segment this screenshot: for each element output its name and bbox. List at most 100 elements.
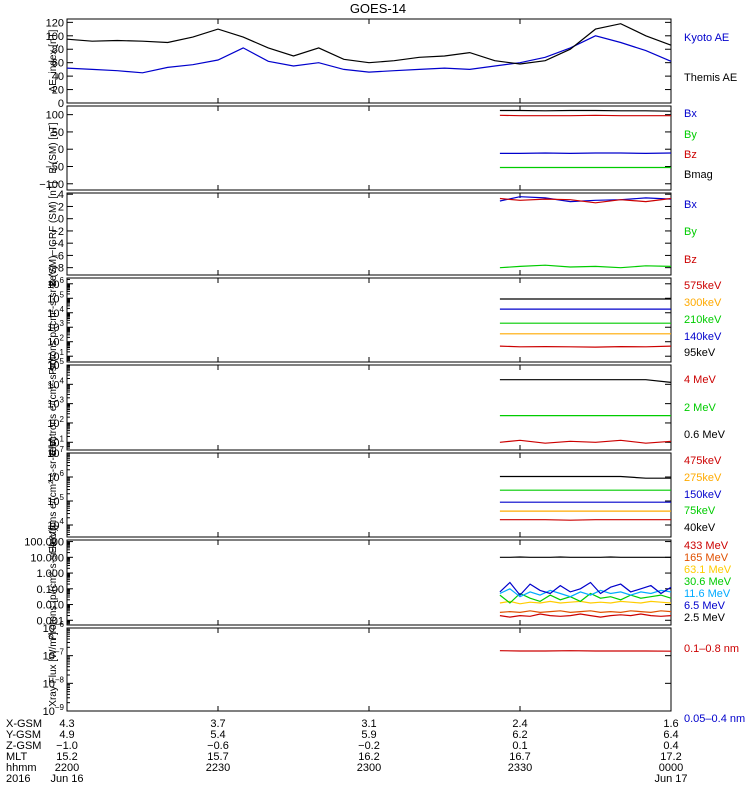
- footer-value: 4.3: [59, 718, 74, 730]
- footer-value: Jun 17: [654, 773, 687, 785]
- legend-entry: Bmag: [684, 169, 713, 181]
- footer-value: 4.9: [59, 729, 74, 741]
- legend-entry: 4 MeV: [684, 374, 716, 386]
- panel-frame: [66, 105, 672, 191]
- series-line: [499, 610, 672, 614]
- y-tick-label: 2: [58, 201, 64, 213]
- y-axis-label: Protons [p/(cm²-s-sr-keV)]: [48, 525, 59, 640]
- footer-value: Jun 16: [50, 773, 83, 785]
- legend-entry: By: [684, 129, 697, 141]
- series-line: [499, 588, 672, 598]
- series-line: [499, 439, 672, 444]
- legend-entry: 165 MeV: [684, 552, 729, 564]
- y-axis-label: Xray Flux [W/m²]: [48, 632, 59, 707]
- legend-entry: 210keV: [684, 314, 722, 326]
- series-line: [499, 109, 672, 112]
- panel-frame: [66, 364, 672, 451]
- y-tick-label: −8: [51, 263, 64, 275]
- series-line: [499, 345, 672, 348]
- series-line: [499, 592, 672, 604]
- panel-frame: [66, 277, 672, 363]
- footer-value: 5.4: [210, 729, 225, 741]
- legend-entry: 0.05–0.4 nm: [684, 713, 745, 725]
- legend-entry: Bz: [684, 254, 697, 266]
- footer-value: 2330: [508, 762, 532, 774]
- y-tick-label: 100: [46, 110, 64, 122]
- footer-value: 2200: [55, 762, 79, 774]
- legend-entry: 2.5 MeV: [684, 612, 726, 624]
- legend-entry: 475keV: [684, 455, 722, 467]
- footer-value: 6.4: [663, 729, 678, 741]
- legend-entry: Bx: [684, 199, 697, 211]
- y-tick-label: 40: [52, 71, 64, 83]
- footer-row-label: 2016: [6, 773, 30, 785]
- panel-frame: [66, 452, 672, 538]
- y-tick-label: −4: [51, 238, 64, 250]
- y-axis-label: Electrons e/(cm²-s-sr): [48, 359, 59, 455]
- y-tick-label: 20: [52, 85, 64, 97]
- y-tick-label: −6: [51, 250, 64, 262]
- series-line: [499, 581, 672, 597]
- panel-frame: [66, 539, 672, 626]
- panel-frame: [66, 18, 672, 104]
- y-tick-label: 50: [52, 127, 64, 139]
- footer-value: 6.2: [512, 729, 527, 741]
- legend-entry: Kyoto AE: [684, 32, 729, 44]
- footer-value: 3.1: [361, 718, 376, 730]
- legend-entry: 2 MeV: [684, 402, 716, 414]
- legend-entry: 40keV: [684, 522, 716, 534]
- legend-entry: 0.1–0.8 nm: [684, 643, 739, 655]
- y-tick-label: 100: [46, 31, 64, 43]
- footer-value: 1.6: [663, 718, 678, 730]
- legend-entry: Bz: [684, 149, 697, 161]
- y-tick-label: 0.001: [36, 615, 64, 627]
- y-axis-label: B (SM) [nT]: [48, 122, 59, 173]
- y-tick-label: −100: [39, 179, 64, 191]
- footer-value: 17.2: [660, 751, 681, 763]
- y-axis-label: B (SM)−IGRF (SM) [nT]: [48, 181, 59, 287]
- legend-entry: 11.6 MeV: [684, 588, 731, 600]
- y-tick-label: 4: [58, 189, 64, 201]
- panel-frame: [66, 627, 672, 712]
- series-line: [499, 379, 672, 383]
- legend-entry: Themis AE: [684, 72, 737, 84]
- y-tick-label: 0: [58, 214, 64, 226]
- footer-value: 5.9: [361, 729, 376, 741]
- footer-value: 16.2: [358, 751, 379, 763]
- footer-row-label: Y-GSM: [6, 729, 41, 741]
- footer-value: 15.7: [207, 751, 228, 763]
- footer-value: 2300: [357, 762, 381, 774]
- y-tick-label: 0: [58, 144, 64, 156]
- footer-row-label: MLT: [6, 751, 27, 763]
- y-axis-label: Protons p/(cm²-s-sr-keV): [48, 265, 59, 374]
- panel-3: 420−2−4−6−8B (SM)−IGRF (SM) [nT] Bx By Bz: [48, 181, 697, 287]
- legend-entry: 63.1 MeV: [684, 564, 732, 576]
- legend-entry: 275keV: [684, 472, 722, 484]
- y-tick-label: 100.000: [24, 537, 64, 549]
- series-line: [499, 196, 672, 203]
- series-line: [499, 519, 671, 521]
- legend-entry: 300keV: [684, 297, 722, 309]
- y-tick-label: 10.000: [30, 552, 64, 564]
- series-line: [66, 35, 672, 74]
- series-line: [66, 23, 672, 65]
- legend-entry: 140keV: [684, 331, 722, 343]
- y-tick-label: 0.010: [36, 600, 64, 612]
- series-line: [499, 600, 672, 605]
- series-line: [499, 197, 672, 204]
- legend-entry: 150keV: [684, 489, 722, 501]
- y-axis-label: AE_index [nT]: [48, 29, 59, 92]
- y-tick-label: 0.100: [36, 584, 64, 596]
- footer-value: −1.0: [56, 740, 78, 752]
- legend-entry: 575keV: [684, 280, 722, 292]
- y-tick-label: 1.000: [36, 568, 64, 580]
- panel-7: 100.000 10.000 1.000 0.100 0.010 0.001Protons…: [24, 525, 732, 640]
- legend-entry: 30.6 MeV: [684, 576, 732, 588]
- panel-2: 100 50 0 −50 −100 B (SM) [nT] Bx By Bz Bmag: [39, 105, 713, 191]
- legend-entry: 0.6 MeV: [684, 429, 726, 441]
